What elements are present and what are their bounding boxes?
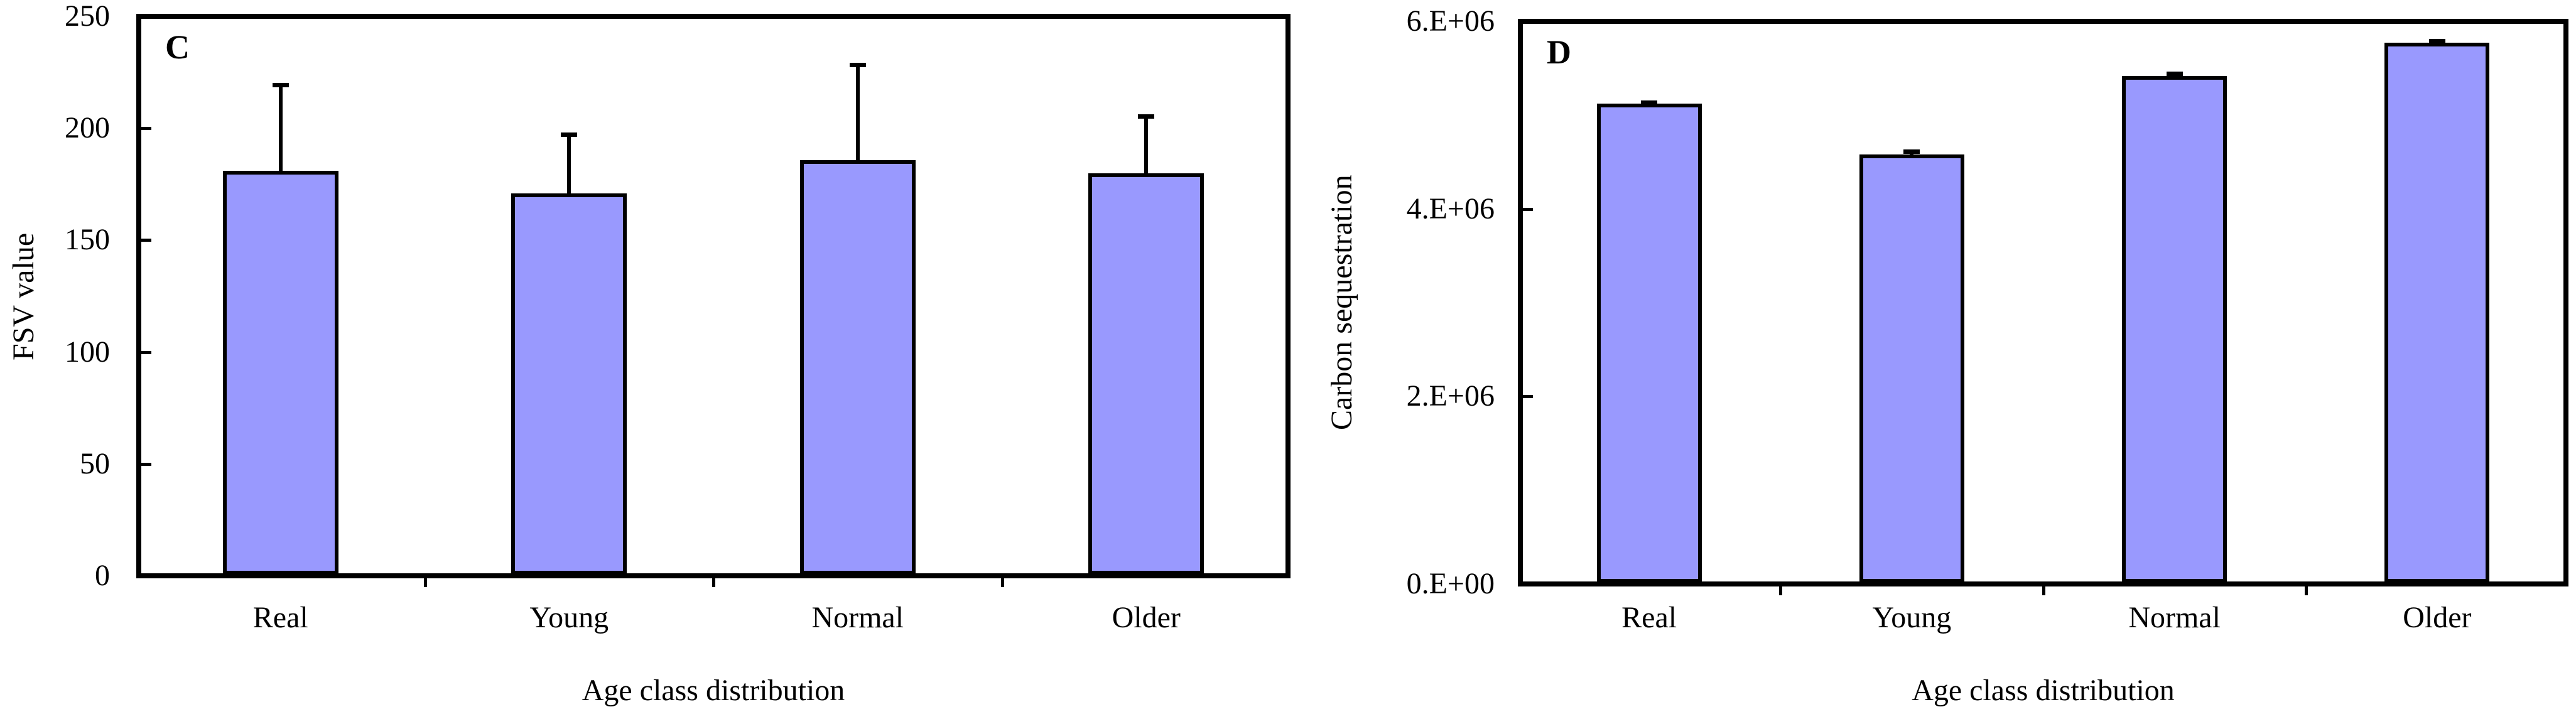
bar-real (1596, 104, 1702, 583)
error-bar-cap (561, 132, 578, 137)
x-tick-mark (1000, 577, 1004, 587)
y-tick-mark (1523, 395, 1533, 399)
y-tick-label: 2.E+06 (1406, 379, 1495, 413)
error-bar-cap (1641, 100, 1658, 105)
y-axis-title: Carbon sequestration (1325, 175, 1358, 431)
y-tick-mark (1523, 207, 1533, 211)
x-axis-title: Age class distribution (582, 674, 845, 707)
x-tick-mark (1779, 585, 1783, 595)
x-category-label: Older (2403, 601, 2472, 634)
y-tick-label: 250 (65, 0, 110, 33)
error-bar-cap (2166, 71, 2183, 76)
y-tick-label: 200 (65, 111, 110, 145)
error-bar-cap (272, 83, 289, 88)
x-category-label: Real (1621, 601, 1677, 634)
error-bar-cap (2428, 39, 2445, 44)
error-bar-cap (1138, 114, 1155, 119)
bar-real (222, 171, 338, 575)
bar-young (1859, 154, 1964, 583)
y-tick-mark (141, 239, 151, 242)
error-bar-stem (278, 85, 283, 175)
x-tick-mark (423, 577, 427, 587)
bar-young (511, 193, 627, 575)
x-category-label: Young (1872, 601, 1952, 634)
y-tick-mark (141, 350, 151, 354)
x-category-label: Older (1112, 601, 1181, 634)
error-bar-stem (855, 65, 860, 164)
error-bar-cap (1903, 149, 1920, 154)
bar-normal (799, 159, 916, 575)
bar-older (2384, 43, 2490, 583)
y-tick-label: 0 (95, 559, 110, 592)
x-category-label: Real (252, 601, 308, 634)
y-axis-title: FSV value (7, 232, 40, 360)
y-tick-label: 100 (65, 335, 110, 369)
panel-d: Carbon sequestration D Age class distrib… (1288, 0, 2576, 724)
y-tick-label: 4.E+06 (1406, 192, 1495, 225)
y-tick-mark (141, 462, 151, 466)
error-bar-stem (1144, 117, 1149, 178)
x-category-label: Normal (811, 601, 904, 634)
panel-letter: C (165, 28, 190, 66)
y-tick-label: 50 (80, 446, 110, 480)
panel-letter: D (1547, 33, 1571, 71)
error-bar-stem (567, 134, 571, 198)
x-tick-mark (2304, 585, 2308, 595)
x-axis-title: Age class distribution (1912, 674, 2175, 707)
panel-c: FSV value C Age class distribution 0 50 10… (7, 0, 1291, 707)
y-tick-label: 6.E+06 (1406, 4, 1495, 38)
x-tick-mark (2042, 585, 2045, 595)
bar-normal (2122, 75, 2227, 583)
y-tick-label: 0.E+00 (1406, 567, 1495, 600)
x-category-label: Normal (2128, 601, 2221, 634)
bar-older (1088, 173, 1204, 575)
y-tick-label: 150 (65, 223, 110, 257)
error-bar-cap (849, 63, 866, 68)
x-category-label: Young (529, 601, 609, 634)
y-tick-mark (141, 127, 151, 131)
x-tick-mark (712, 577, 715, 587)
